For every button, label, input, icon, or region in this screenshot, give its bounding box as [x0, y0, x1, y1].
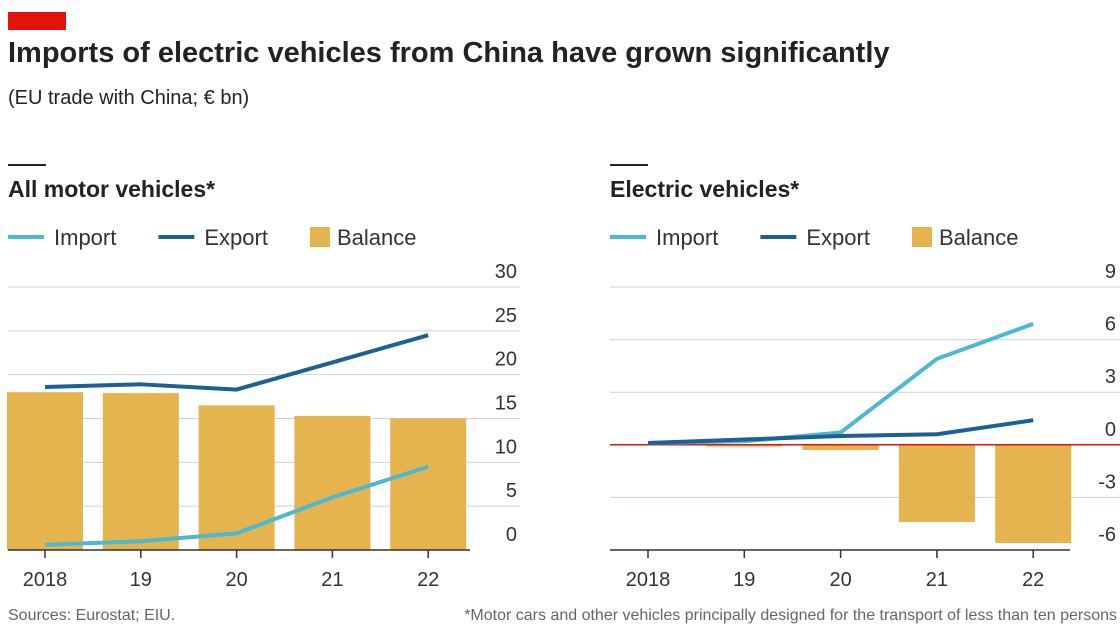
chart-subtitle: (EU trade with China; € bn): [8, 87, 249, 109]
y-tick-label: 0: [1105, 419, 1116, 441]
line: [647, 418, 1034, 446]
brand-tag: [8, 12, 66, 30]
bar: [706, 444, 783, 447]
x-tick-label: 2018: [23, 569, 68, 591]
y-tick-label: -6: [1098, 524, 1116, 546]
source: Sources: Eurostat; EIU.: [8, 607, 175, 624]
x-tick-label: 22: [1022, 569, 1044, 591]
y-tick-label: 15: [495, 393, 517, 415]
legend-swatch: [309, 227, 330, 247]
legend-label: Import: [656, 225, 718, 250]
y-tick-label: 20: [495, 349, 517, 371]
x-tick-label: 2018: [626, 569, 671, 591]
bar: [995, 444, 1072, 543]
panel-rule: [8, 164, 46, 166]
x-tick-label: 21: [321, 569, 343, 591]
legend-label: Import: [54, 225, 116, 250]
footnote: *Motor cars and other vehicles principal…: [464, 607, 1117, 624]
panel-rule: [610, 164, 648, 166]
y-tick-label: 6: [1105, 314, 1116, 336]
bar: [7, 392, 83, 550]
bar: [802, 444, 879, 451]
y-tick-label: 5: [506, 480, 517, 502]
y-tick-label: 0: [506, 524, 517, 546]
x-tick-label: 20: [829, 569, 851, 591]
legend-label: Export: [806, 225, 870, 250]
x-tick-label: 22: [417, 569, 439, 591]
y-tick-label: -3: [1098, 471, 1116, 493]
bar: [898, 444, 975, 522]
bar: [294, 415, 371, 550]
line: [44, 464, 429, 547]
line: [647, 321, 1034, 446]
bar: [102, 393, 179, 550]
legend-label: Export: [204, 225, 268, 250]
y-tick-label: 3: [1105, 366, 1116, 388]
bar: [390, 418, 467, 550]
legend-label: Balance: [939, 225, 1019, 250]
legend-swatch: [911, 227, 932, 247]
y-tick-label: 10: [495, 436, 517, 458]
y-tick-label: 25: [495, 305, 517, 327]
panel-title: All motor vehicles*: [8, 176, 215, 202]
line: [44, 333, 429, 392]
y-tick-label: 30: [495, 261, 517, 283]
bar: [198, 405, 275, 550]
x-tick-label: 20: [225, 569, 247, 591]
legend-label: Balance: [337, 225, 417, 250]
x-tick-label: 19: [733, 569, 755, 591]
x-tick-label: 21: [926, 569, 948, 591]
y-tick-label: 9: [1105, 261, 1116, 283]
panel-title: Electric vehicles*: [610, 176, 799, 202]
chart-title: Imports of electric vehicles from China …: [8, 37, 890, 69]
x-tick-label: 19: [130, 569, 152, 591]
